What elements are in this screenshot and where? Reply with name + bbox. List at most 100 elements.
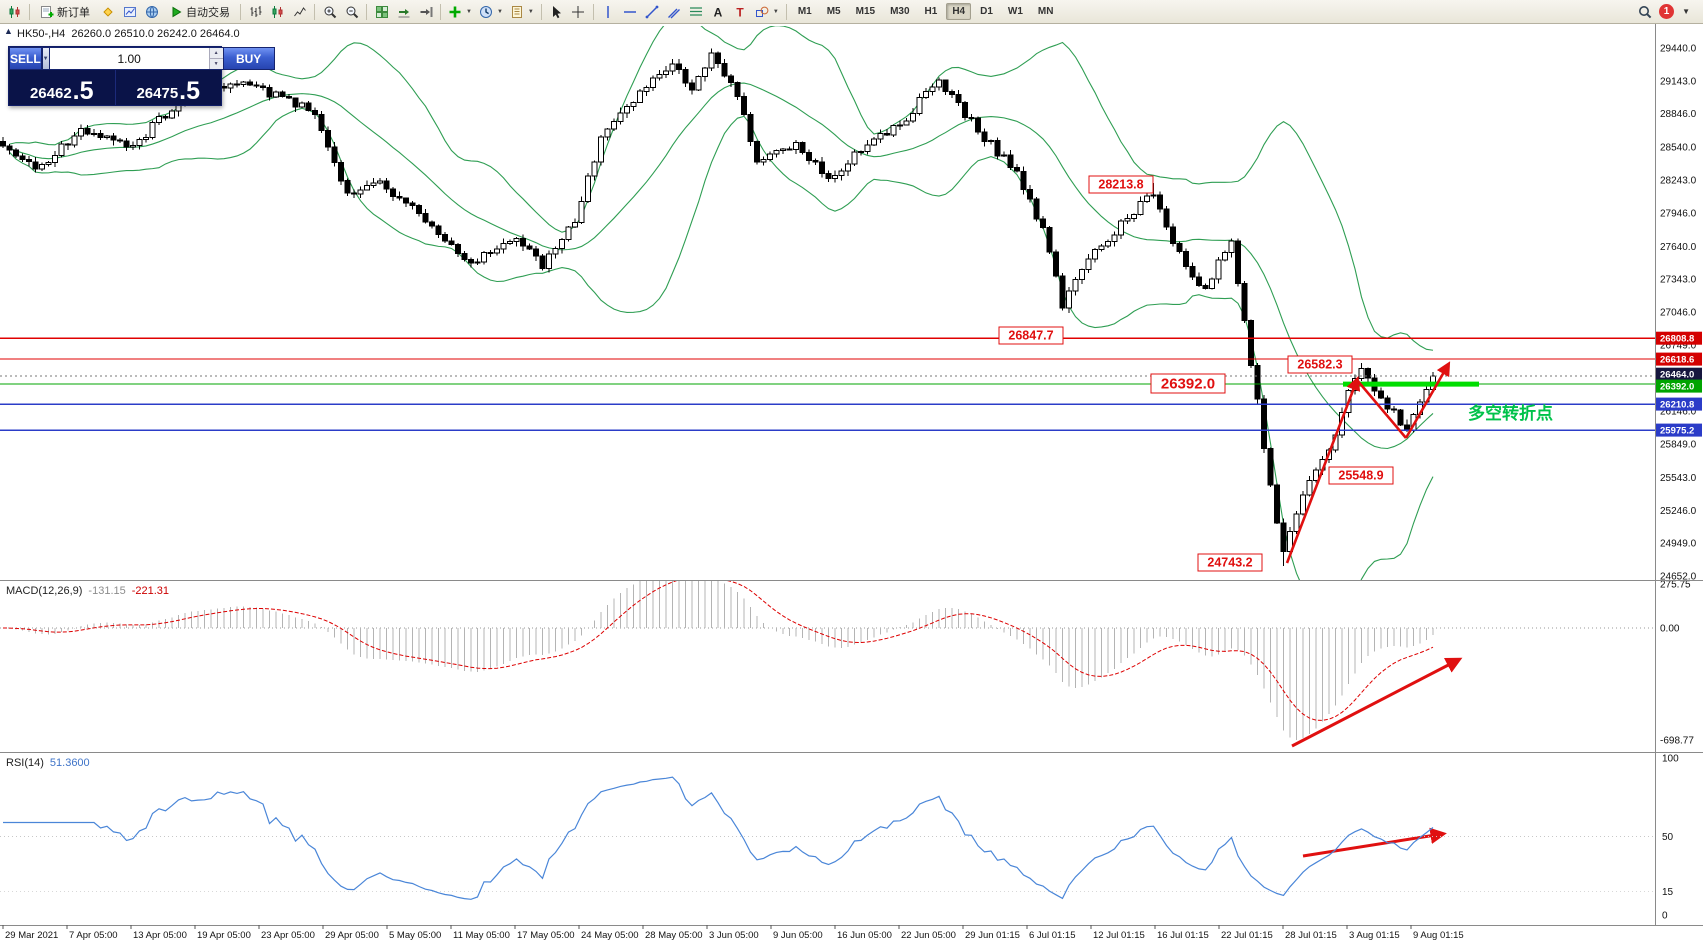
toolbar-separator bbox=[592, 3, 594, 20]
horizontal-line-tool-button[interactable] bbox=[620, 2, 641, 22]
templates-dropdown[interactable]: ▼ bbox=[507, 2, 537, 22]
indicators-dropdown[interactable]: ▼ bbox=[445, 2, 475, 22]
new-order-button[interactable]: 新订单 bbox=[34, 2, 96, 22]
turning-point-label[interactable]: 多空转折点 bbox=[1468, 403, 1553, 423]
candles-view-button[interactable] bbox=[267, 2, 288, 22]
time-axis-label: 11 May 05:00 bbox=[453, 930, 510, 941]
one-click-collapse-icon[interactable]: ▲ bbox=[4, 26, 13, 36]
price-axis-label: 25246.0 bbox=[1660, 506, 1697, 517]
periods-dropdown[interactable]: ▼ bbox=[476, 2, 506, 22]
sell-price[interactable]: 26462.5 bbox=[9, 70, 116, 105]
volume-increase-button[interactable]: ▲ bbox=[209, 48, 223, 59]
new-order-button-label: 新订单 bbox=[57, 6, 90, 19]
chart-shift-button[interactable] bbox=[415, 2, 436, 22]
vertical-line-tool-button[interactable] bbox=[598, 2, 619, 22]
trend-arrow[interactable] bbox=[1285, 375, 1361, 564]
toolbar-separator bbox=[29, 3, 30, 20]
price-badge-text: 26618.6 bbox=[1660, 355, 1694, 366]
time-axis-label: 5 May 05:00 bbox=[389, 930, 441, 941]
trend-arrow[interactable] bbox=[1291, 657, 1463, 748]
channel-tool-button-icon bbox=[667, 5, 681, 19]
price-badge bbox=[1656, 367, 1702, 381]
price-callout[interactable] bbox=[1197, 553, 1263, 572]
notification-badge[interactable]: 1 bbox=[1659, 4, 1675, 19]
volume-stepper: ▲ ▼ bbox=[208, 48, 223, 69]
price-callout-text: 28213.8 bbox=[1098, 178, 1143, 192]
sell-button[interactable]: SELL bbox=[9, 47, 42, 70]
chevron-down-icon: ▼ bbox=[42, 55, 49, 62]
timeframe-W1[interactable]: W1 bbox=[1002, 3, 1029, 20]
rsi-axis-label: 0 bbox=[1662, 911, 1668, 922]
metaeditor-button-icon bbox=[101, 5, 115, 19]
price-callout[interactable] bbox=[1328, 466, 1394, 485]
trendline-tool-button[interactable] bbox=[642, 2, 663, 22]
price-callout[interactable] bbox=[1088, 175, 1154, 194]
timeframe-M5[interactable]: M5 bbox=[821, 3, 847, 20]
price-axis-label: 25849.0 bbox=[1660, 440, 1697, 451]
auto-scroll-button[interactable] bbox=[393, 2, 414, 22]
one-click-trading-panel: SELL ▼ ▲ ▼ BUY 26462.5 26475.5 bbox=[8, 46, 275, 106]
chart-shift-button-icon bbox=[419, 5, 433, 19]
volume-decrease-button[interactable]: ▼ bbox=[209, 59, 223, 69]
trend-arrow[interactable] bbox=[1356, 379, 1407, 439]
text-tool-button[interactable]: A bbox=[708, 2, 729, 22]
channel-tool-button[interactable] bbox=[664, 2, 685, 22]
chevron-down-icon[interactable]: ▼ bbox=[1682, 7, 1690, 16]
price-badge-text: 26392.0 bbox=[1660, 382, 1694, 393]
shapes-dropdown-icon bbox=[755, 5, 769, 19]
price-badge-text: 25975.2 bbox=[1660, 426, 1694, 437]
crosshair-tool-button[interactable] bbox=[568, 2, 589, 22]
time-axis-label: 19 Apr 05:00 bbox=[197, 930, 251, 941]
timeframe-H1[interactable]: H1 bbox=[919, 3, 944, 20]
price-badge-text: 26808.8 bbox=[1660, 334, 1694, 345]
price-badge bbox=[1656, 423, 1702, 437]
strategy-tester-button[interactable] bbox=[141, 2, 162, 22]
time-axis-label: 3 Aug 01:15 bbox=[1349, 930, 1400, 941]
price-callout[interactable] bbox=[1150, 373, 1226, 394]
price-callout[interactable] bbox=[1287, 355, 1353, 374]
metaeditor-button[interactable] bbox=[97, 2, 118, 22]
autotrading-button[interactable]: 自动交易 bbox=[163, 2, 236, 22]
macd-histogram bbox=[9, 581, 1434, 740]
label-tool-button[interactable]: T bbox=[730, 2, 751, 22]
cursor-tool-button[interactable] bbox=[546, 2, 567, 22]
shapes-dropdown[interactable]: ▼ bbox=[752, 2, 782, 22]
fibonacci-tool-button[interactable] bbox=[686, 2, 707, 22]
order-options-dropdown[interactable]: ▼ bbox=[41, 47, 50, 70]
price-badge-text: 26210.8 bbox=[1660, 400, 1694, 411]
bars-view-button-icon bbox=[249, 5, 263, 19]
time-axis-label: 13 Apr 05:00 bbox=[133, 930, 187, 941]
buy-button[interactable]: BUY bbox=[222, 47, 275, 70]
timeframe-D1[interactable]: D1 bbox=[974, 3, 999, 20]
timeframe-M1[interactable]: M1 bbox=[792, 3, 818, 20]
volume-input[interactable] bbox=[49, 48, 209, 69]
line-view-button[interactable] bbox=[289, 2, 310, 22]
price-callout-text: 25548.9 bbox=[1338, 469, 1383, 483]
timeframe-M30[interactable]: M30 bbox=[884, 3, 915, 20]
price-axis-label: 25543.0 bbox=[1660, 473, 1697, 484]
timeframe-MN[interactable]: MN bbox=[1032, 3, 1060, 20]
price-callout[interactable] bbox=[998, 326, 1064, 345]
zoom-out-button[interactable] bbox=[341, 2, 362, 22]
chart-background bbox=[0, 24, 1703, 941]
cursor-tool-button-icon bbox=[549, 5, 563, 19]
market-watch-button[interactable] bbox=[119, 2, 140, 22]
zoom-out-button-icon bbox=[345, 5, 359, 19]
trend-arrow[interactable] bbox=[1404, 361, 1451, 439]
zoom-in-button-icon bbox=[323, 5, 337, 19]
buy-price[interactable]: 26475.5 bbox=[116, 70, 222, 105]
price-axis-label: 28846.0 bbox=[1660, 109, 1697, 120]
search-icon[interactable] bbox=[1638, 5, 1652, 19]
macd-axis-label: 275.75 bbox=[1660, 579, 1691, 590]
tile-windows-button[interactable] bbox=[371, 2, 392, 22]
timeframe-H4[interactable]: H4 bbox=[946, 3, 972, 20]
new-chart-button[interactable] bbox=[4, 2, 25, 22]
price-callout-text: 26847.7 bbox=[1008, 329, 1053, 343]
timeframe-M15[interactable]: M15 bbox=[850, 3, 881, 20]
zoom-in-button[interactable] bbox=[319, 2, 340, 22]
label-tool-button-icon: T bbox=[733, 5, 747, 19]
bars-view-button[interactable] bbox=[245, 2, 266, 22]
order-controls-row: SELL ▼ ▲ ▼ BUY bbox=[9, 47, 275, 70]
line-view-button-icon bbox=[293, 5, 307, 19]
